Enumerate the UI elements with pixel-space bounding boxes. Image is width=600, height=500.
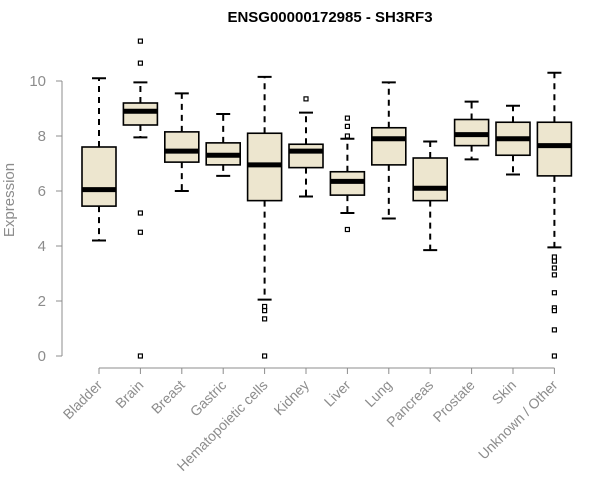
category-label: Bladder — [60, 377, 106, 423]
iqr-box — [288, 143, 324, 169]
iqr-box — [412, 157, 449, 202]
box-group — [164, 92, 200, 192]
category-label: Skin — [489, 377, 520, 408]
outlier-point — [551, 308, 558, 314]
outlier-point — [262, 303, 268, 310]
iqr-box — [122, 102, 159, 126]
boxes-layer — [81, 38, 573, 359]
outlier-point — [551, 258, 558, 264]
box-group — [81, 77, 117, 242]
iqr-box — [370, 126, 407, 166]
y-tick-label: 10 — [29, 73, 46, 90]
y-tick-label: 6 — [38, 183, 46, 200]
iqr-box — [81, 146, 117, 207]
outlier-point — [137, 210, 143, 216]
outlier-point — [551, 265, 558, 271]
category-label: Prostate — [430, 377, 478, 425]
outlier-point — [551, 327, 558, 333]
y-tick-label: 2 — [38, 293, 46, 310]
outlier-point — [262, 353, 268, 359]
category-label: Brain — [112, 377, 146, 411]
outlier-point — [137, 60, 143, 66]
outlier-point — [262, 316, 268, 322]
outlier-point — [551, 254, 558, 260]
outlier-point — [344, 123, 350, 129]
iqr-box — [536, 121, 573, 177]
outlier-point — [344, 133, 350, 139]
box-group — [122, 38, 159, 359]
outlier-point — [262, 308, 268, 314]
category-label: Kidney — [271, 377, 313, 419]
chart-title: ENSG00000172985 - SH3RF3 — [227, 9, 432, 26]
outlier-point — [344, 226, 350, 233]
y-tick-label: 4 — [38, 238, 46, 255]
outlier-point — [137, 229, 143, 235]
outlier-point — [344, 115, 350, 121]
y-axis-label: Expression — [1, 163, 18, 237]
category-label: Breast — [148, 377, 188, 417]
box-group — [329, 115, 366, 233]
box-group — [453, 100, 490, 161]
box-group — [370, 81, 407, 220]
category-label: Unknown / Other — [475, 377, 561, 463]
category-label: Liver — [321, 377, 354, 410]
iqr-box — [164, 131, 200, 163]
box-group — [412, 140, 449, 252]
box-group — [205, 113, 241, 177]
box-group — [246, 75, 283, 359]
outlier-point — [551, 290, 558, 296]
axes-layer: 0 2 4 6 8 10 — [29, 73, 555, 374]
outlier-point — [137, 38, 143, 44]
category-label: Lung — [362, 377, 395, 410]
box-group — [495, 104, 531, 176]
y-tick-label: 0 — [38, 348, 46, 365]
outlier-point — [551, 272, 558, 278]
y-tick-label: 8 — [38, 128, 46, 145]
outlier-point — [303, 96, 309, 102]
box-group — [288, 96, 324, 198]
outlier-point — [137, 353, 143, 359]
outlier-point — [551, 353, 558, 359]
box-group — [536, 71, 573, 359]
